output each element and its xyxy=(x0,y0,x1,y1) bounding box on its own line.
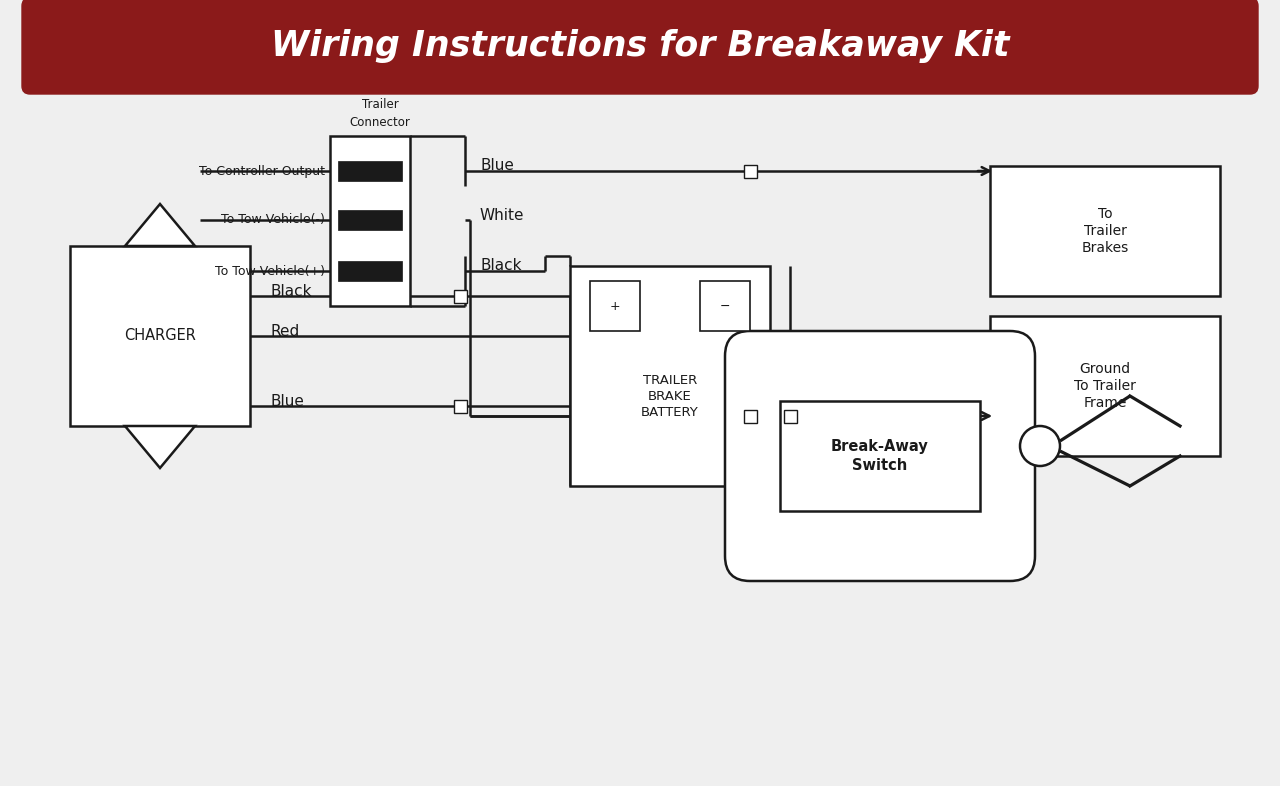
Text: White: White xyxy=(480,208,525,222)
Bar xyxy=(783,410,796,423)
Text: To Tow Vehicle(+): To Tow Vehicle(+) xyxy=(215,265,325,277)
Bar xyxy=(330,136,410,306)
Bar xyxy=(453,399,466,413)
Text: Ground
To Trailer
Frame: Ground To Trailer Frame xyxy=(1074,362,1135,410)
Text: Black: Black xyxy=(270,284,311,299)
Text: To Tow Vehicle(-): To Tow Vehicle(-) xyxy=(221,214,325,226)
Bar xyxy=(338,161,402,181)
Bar xyxy=(570,266,771,486)
Text: Connector: Connector xyxy=(349,116,411,128)
FancyBboxPatch shape xyxy=(724,331,1036,581)
Text: Break-Away
Switch: Break-Away Switch xyxy=(831,439,929,473)
Text: To Controller Output: To Controller Output xyxy=(198,164,325,178)
Polygon shape xyxy=(125,204,195,246)
Bar xyxy=(453,289,466,303)
Bar xyxy=(700,281,750,331)
Text: TRAILER
BRAKE
BATTERY: TRAILER BRAKE BATTERY xyxy=(641,373,699,418)
Bar xyxy=(338,261,402,281)
Text: Blue: Blue xyxy=(270,394,303,409)
FancyBboxPatch shape xyxy=(22,0,1258,94)
Text: −: − xyxy=(719,299,731,313)
Bar xyxy=(989,166,1220,296)
Bar xyxy=(780,401,980,511)
Text: Blue: Blue xyxy=(480,159,513,174)
Bar xyxy=(744,164,756,178)
Text: Red: Red xyxy=(270,324,300,339)
Bar xyxy=(989,316,1220,456)
Bar xyxy=(590,281,640,331)
Circle shape xyxy=(1020,426,1060,466)
Bar xyxy=(70,246,250,426)
Text: +: + xyxy=(609,299,621,313)
Bar xyxy=(744,410,756,423)
Text: Black: Black xyxy=(480,259,521,274)
Text: To
Trailer
Brakes: To Trailer Brakes xyxy=(1082,207,1129,255)
Text: Trailer: Trailer xyxy=(362,97,398,111)
Text: CHARGER: CHARGER xyxy=(124,329,196,343)
Bar xyxy=(338,210,402,230)
Text: Wiring Instructions for Breakaway Kit: Wiring Instructions for Breakaway Kit xyxy=(271,29,1009,63)
Polygon shape xyxy=(125,426,195,468)
